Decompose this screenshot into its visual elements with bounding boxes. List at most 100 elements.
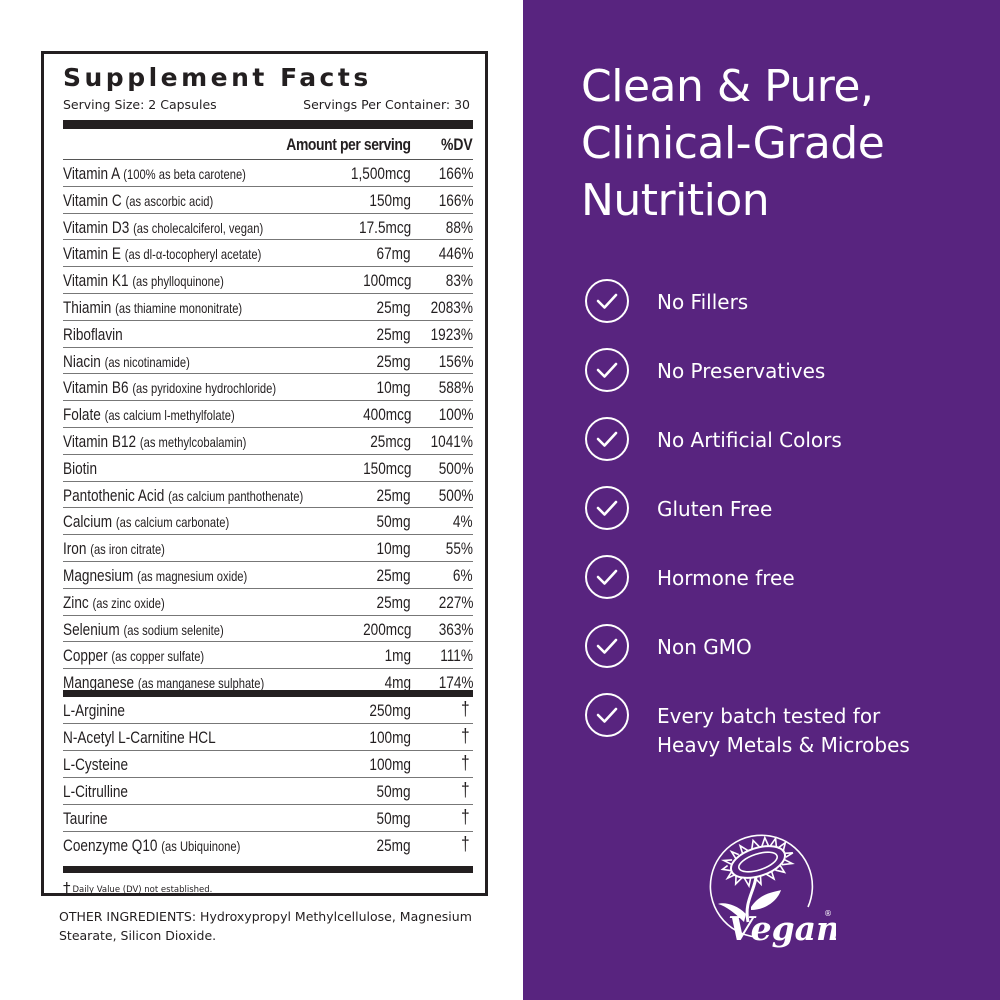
footnote: † Daily Value (DV) not established. — [63, 879, 212, 897]
nutrient-amount: 25mcg — [370, 431, 411, 451]
nutrient-amount: 50mg — [376, 809, 411, 829]
check-circle-icon — [585, 279, 629, 323]
other-nutrients-list: L-Arginine 250mg † N-Acetyl L-Carnitine H… — [63, 697, 473, 860]
nutrient-name: Manganese (as manganese sulphate) — [63, 673, 265, 693]
nutrient-row: Vitamin D3 (as cholecalciferol, vegan) 17… — [63, 214, 473, 241]
nutrient-name: L-Arginine — [63, 701, 125, 720]
nutrient-name: Folate (as calcium l-methylfolate) — [63, 405, 235, 425]
feature-item: No Preservatives — [585, 348, 825, 392]
nutrient-amount: 10mg — [376, 378, 411, 398]
nutrient-name: Selenium (as sodium selenite) — [63, 619, 224, 639]
other-ingredients: OTHER INGREDIENTS: Hydroxypropyl Methylc… — [59, 909, 472, 943]
supplement-facts-panel: Supplement Facts Serving Size: 2 Capsule… — [41, 51, 488, 897]
check-circle-icon — [585, 348, 629, 392]
thick-divider — [63, 866, 473, 873]
nutrient-dv: 4% — [453, 512, 473, 532]
serving-size: Serving Size: 2 Capsules — [63, 97, 217, 112]
nutrient-row: Folate (as calcium l-methylfolate) 400mcg… — [63, 401, 473, 428]
feature-item: Hormone free — [585, 555, 795, 599]
nutrient-dv: 100% — [438, 405, 473, 425]
headline: Clean & Pure, Clinical-Grade Nutrition — [581, 58, 991, 229]
header-amount: Amount per serving — [286, 135, 412, 154]
nutrient-dv: 6% — [453, 565, 473, 585]
nutrient-name: L-Cysteine — [63, 755, 129, 775]
servings-per-container: Servings Per Container: 30 — [303, 97, 470, 112]
nutrient-amount: 25mg — [376, 565, 411, 585]
nutrient-row: Taurine 50mg † — [63, 805, 473, 833]
dagger-icon: † — [461, 726, 470, 748]
nutrient-row: Iron (as iron citrate) 10mg 55% — [63, 535, 473, 562]
facts-title: Supplement Facts — [63, 63, 372, 92]
nutrient-dv: 174% — [438, 673, 473, 693]
nutrient-row: Zinc (as zinc oxide) 25mg 227% — [63, 589, 473, 616]
nutrient-dv: 166% — [438, 164, 473, 183]
nutrient-amount: 25mg — [376, 485, 411, 505]
nutrient-row: Vitamin K1 (as phylloquinone) 100mcg 83% — [63, 267, 473, 294]
nutrient-row: L-Citrulline 50mg † — [63, 778, 473, 806]
nutrient-amount: 25mg — [376, 297, 411, 317]
nutrient-amount: 25mg — [376, 324, 411, 344]
feature-label: Every batch tested for Heavy Metals & Mi… — [657, 704, 910, 757]
nutrient-row: Niacin (as nicotinamide) 25mg 156% — [63, 348, 473, 375]
feature-label: Gluten Free — [657, 497, 773, 521]
nutrient-amount: 400mcg — [362, 405, 411, 425]
dagger-icon: † — [461, 780, 470, 802]
nutrient-name: Vitamin B6 (as pyridoxine hydrochloride) — [63, 378, 277, 398]
nutrient-amount: 100mg — [369, 728, 411, 748]
nutrient-name: Biotin — [63, 458, 98, 478]
feature-item: Gluten Free — [585, 486, 772, 530]
nutrient-dv: 588% — [438, 378, 473, 398]
nutrient-row: N-Acetyl L-Carnitine HCL 100mg † — [63, 724, 473, 752]
nutrient-name: Magnesium (as magnesium oxide) — [63, 565, 248, 585]
check-circle-icon — [585, 555, 629, 599]
feature-item: No Fillers — [585, 279, 748, 323]
nutrient-amount: 50mg — [376, 782, 411, 802]
dagger-icon: † — [461, 834, 470, 856]
nutrient-name: Vitamin D3 (as cholecalciferol, vegan) — [63, 217, 264, 237]
nutrient-row: Selenium (as sodium selenite) 200mcg 363% — [63, 616, 473, 643]
nutrient-name: Vitamin K1 (as phylloquinone) — [63, 271, 224, 291]
benefits-panel: Clean & Pure, Clinical-Grade Nutrition N… — [523, 0, 1000, 1000]
nutrient-name: Zinc (as zinc oxide) — [63, 592, 165, 612]
nutrient-row: Thiamin (as thiamine mononitrate) 25mg 208… — [63, 294, 473, 321]
nutrient-row: Biotin 150mcg 500% — [63, 455, 473, 482]
nutrient-row: Vitamin E (as dl-α-tocopheryl acetate) 67… — [63, 240, 473, 268]
nutrient-row: Magnesium (as magnesium oxide) 25mg 6% — [63, 562, 473, 589]
headline-line: Nutrition — [581, 175, 770, 226]
nutrient-amount: 50mg — [376, 512, 411, 532]
nutrient-name: N-Acetyl L-Carnitine HCL — [63, 728, 216, 748]
nutrient-name: Vitamin C (as ascorbic acid) — [63, 190, 214, 210]
nutrient-dv: 156% — [438, 351, 473, 371]
feature-item: No Artificial Colors — [585, 417, 842, 461]
vitamins-minerals-list: Vitamin A (100% as beta carotene) 1,500mc… — [63, 160, 473, 696]
nutrient-name: Pantothenic Acid (as calcium panthothena… — [63, 485, 304, 505]
dagger-icon: † — [461, 753, 470, 775]
check-circle-icon — [585, 486, 629, 530]
feature-item: Non GMO — [585, 624, 752, 668]
nutrient-amount: 100mcg — [362, 271, 411, 291]
nutrient-name: Copper (as copper sulfate) — [63, 646, 205, 666]
nutrient-name: Thiamin (as thiamine mononitrate) — [63, 297, 243, 317]
nutrient-name: Vitamin B12 (as methylcobalamin) — [63, 431, 247, 451]
footnote-text: Daily Value (DV) not established. — [72, 885, 213, 895]
nutrient-row: Vitamin B12 (as methylcobalamin) 25mcg 104… — [63, 428, 473, 455]
nutrient-row: L-Arginine 250mg † — [63, 697, 473, 725]
nutrient-name: Vitamin E (as dl-α-tocopheryl acetate) — [63, 244, 262, 264]
nutrient-name: L-Citrulline — [63, 782, 128, 802]
headline-line: Clinical-Grade — [581, 118, 885, 169]
nutrient-amount: 200mcg — [362, 619, 411, 639]
nutrient-dv: 55% — [445, 539, 473, 559]
nutrient-name: Riboflavin — [63, 324, 123, 344]
nutrient-name: Vitamin A (100% as beta carotene) — [63, 164, 246, 183]
nutrient-dv: 166% — [438, 190, 473, 210]
feature-label: No Preservatives — [657, 359, 826, 383]
nutrient-dv: 2083% — [430, 297, 473, 317]
nutrient-amount: 25mg — [376, 592, 411, 612]
headline-line: Clean & Pure, — [581, 61, 874, 112]
column-header: Amount per serving %DV — [63, 134, 473, 160]
nutrient-amount: 25mg — [376, 836, 411, 856]
nutrient-name: Coenzyme Q10 (as Ubiquinone) — [63, 836, 241, 856]
nutrient-row: Vitamin B6 (as pyridoxine hydrochloride)… — [63, 374, 473, 402]
nutrient-dv: 1041% — [430, 431, 473, 451]
feature-label: No Fillers — [657, 290, 749, 314]
